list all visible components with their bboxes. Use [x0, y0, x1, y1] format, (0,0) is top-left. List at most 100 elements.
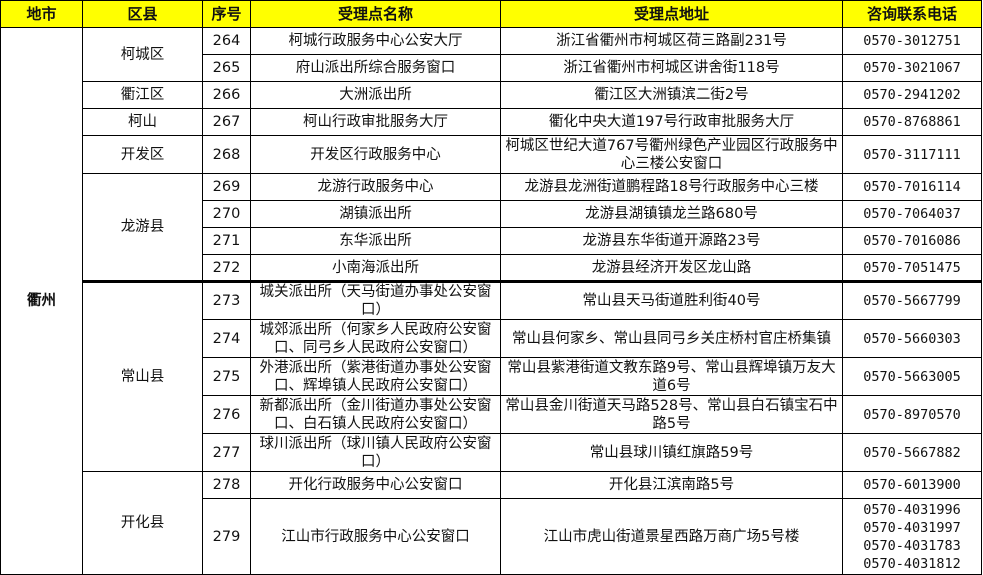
header-address: 受理点地址	[500, 0, 843, 28]
service-point-name: 小南海派出所	[250, 254, 501, 282]
service-point-name: 江山市行政服务中心公安窗口	[250, 498, 501, 575]
phone-cell: 0570-8768861	[842, 108, 982, 136]
district-cell: 龙游县	[82, 173, 203, 282]
phone-cell: 0570-3012751	[842, 27, 982, 55]
phone-cell: 0570-4031996 0570-4031997 0570-4031783 0570…	[842, 498, 982, 575]
phone-cell: 0570-6013900	[842, 471, 982, 499]
service-point-address: 常山县天马街道胜利街40号	[500, 280, 843, 320]
row-number: 266	[202, 81, 251, 109]
service-point-name: 城关派出所（天马街道办事处公安窗口）	[250, 280, 501, 320]
table-row: 275 外港派出所（紫港街道办事处公安窗口、辉埠镇人民政府公安窗口） 常山县紫港街道…	[1, 357, 982, 396]
district-cell: 柯城区	[82, 27, 203, 82]
phone-number: 0570-8970570	[863, 406, 961, 423]
header-name: 受理点名称	[250, 0, 501, 28]
service-point-name: 开发区行政服务中心	[250, 135, 501, 174]
phone-cell: 0570-8970570	[842, 395, 982, 434]
service-point-address: 常山县球川镇红旗路59号	[500, 433, 843, 472]
table-row: 开发区 268 开发区行政服务中心 柯城区世纪大道767号衢州绿色产业园区行政服务中心…	[1, 135, 982, 174]
phone-number: 0570-4031997	[863, 519, 961, 536]
service-point-name: 城郊派出所（何家乡人民政府公安窗口、同弓乡人民政府公安窗口）	[250, 319, 501, 358]
header-phone: 咨询联系电话	[842, 0, 982, 28]
district-cell: 开发区	[82, 135, 203, 174]
table-row: 272 小南海派出所 龙游县经济开发区龙山路 0570-7051475	[1, 254, 982, 282]
phone-cell: 0570-7016086	[842, 227, 982, 255]
phone-number: 0570-6013900	[863, 477, 961, 493]
phone-number: 0570-5667799	[863, 293, 961, 309]
header-row: 地市 区县 序号 受理点名称 受理点地址 咨询联系电话	[0, 0, 982, 28]
phone-number: 0570-4031783	[863, 537, 961, 554]
service-point-address: 龙游县龙洲街道鹏程路18号行政服务中心三楼	[500, 173, 843, 201]
phone-number: 0570-2941202	[863, 87, 961, 103]
district-cell: 开化县	[82, 471, 203, 575]
service-point-name: 外港派出所（紫港街道办事处公安窗口、辉埠镇人民政府公安窗口）	[250, 357, 501, 396]
phone-cell: 0570-7064037	[842, 200, 982, 228]
table-row: 265 府山派出所综合服务窗口 浙江省衢州市柯城区讲舍街118号 0570-30210…	[1, 54, 982, 82]
header-district: 区县	[82, 0, 203, 28]
city-cell: 衢州	[0, 27, 83, 575]
table-row: 衢州 柯城区 264 柯城行政服务中心公安大厅 浙江省衢州市柯城区荷三路副231号 057…	[0, 27, 982, 575]
phone-number: 0570-3021067	[863, 60, 961, 76]
row-number: 275	[202, 357, 251, 396]
service-point-address: 开化县江滨南路5号	[500, 471, 843, 499]
service-point-name: 湖镇派出所	[250, 200, 501, 228]
row-number: 277	[202, 433, 251, 472]
phone-cell: 0570-5663005	[842, 357, 982, 396]
row-number: 278	[202, 471, 251, 499]
service-point-name: 大洲派出所	[250, 81, 501, 109]
row-number: 271	[202, 227, 251, 255]
phone-number: 0570-3012751	[863, 33, 961, 49]
table-row: 270 湖镇派出所 龙游县湖镇镇龙兰路680号 0570-7064037	[1, 200, 982, 228]
phone-cell: 0570-7051475	[842, 254, 982, 282]
phone-number: 0570-8768861	[863, 114, 961, 130]
table-row: 龙游县 269 龙游行政服务中心 龙游县龙洲街道鹏程路18号行政服务中心三楼 0570-…	[1, 173, 982, 282]
header-no: 序号	[202, 0, 251, 28]
phone-cell: 0570-7016114	[842, 173, 982, 201]
service-point-name: 龙游行政服务中心	[250, 173, 501, 201]
phone-number: 0570-7016114	[863, 179, 961, 195]
service-point-name: 柯城行政服务中心公安大厅	[250, 27, 501, 55]
row-number: 272	[202, 254, 251, 282]
service-point-address: 常山县何家乡、常山县同弓乡关庄桥村官庄桥集镇	[500, 319, 843, 358]
service-point-address: 柯城区世纪大道767号衢州绿色产业园区行政服务中心三楼公安窗口	[500, 135, 843, 174]
service-point-name: 开化行政服务中心公安窗口	[250, 471, 501, 499]
phone-number: 0570-7064037	[863, 206, 961, 222]
service-point-name: 柯山行政审批服务大厅	[250, 108, 501, 136]
phone-number: 0570-7051475	[863, 259, 961, 276]
table-row: 277 球川派出所（球川镇人民政府公安窗口） 常山县球川镇红旗路59号 0570-56…	[1, 433, 982, 472]
table-row: 常山县 273 城关派出所（天马街道办事处公安窗口） 常山县天马街道胜利街40号 057…	[1, 280, 982, 472]
district-cell: 衢江区	[82, 81, 203, 109]
phone-number: 0570-4031812	[863, 555, 961, 572]
service-point-name: 新都派出所（金川街道办事处公安窗口、白石镇人民政府公安窗口）	[250, 395, 501, 434]
table-row: 开化县 278 开化行政服务中心公安窗口 开化县江滨南路5号 0570-6013900	[1, 471, 982, 575]
service-point-name: 府山派出所综合服务窗口	[250, 54, 501, 82]
table-row: 274 城郊派出所（何家乡人民政府公安窗口、同弓乡人民政府公安窗口） 常山县何家乡、…	[1, 319, 982, 358]
row-number: 270	[202, 200, 251, 228]
phone-number: 0570-4031996	[863, 501, 961, 518]
table-row: 279 江山市行政服务中心公安窗口 江山市虎山街道景星西路万商广场5号楼 0570-4…	[1, 498, 982, 575]
phone-cell: 0570-5667799	[842, 280, 982, 320]
table-row: 276 新都派出所（金川街道办事处公安窗口、白石镇人民政府公安窗口） 常山县金川街道…	[1, 395, 982, 434]
row-number: 264	[202, 27, 251, 55]
phone-number: 0570-3117111	[863, 146, 961, 163]
phone-number: 0570-5663005	[863, 368, 961, 385]
service-point-address: 衢化中央大道197号行政审批服务大厅	[500, 108, 843, 136]
row-number: 276	[202, 395, 251, 434]
table-row: 柯山 267 柯山行政审批服务大厅 衢化中央大道197号行政审批服务大厅 0570-87…	[1, 108, 982, 136]
header-city: 地市	[0, 0, 83, 28]
service-point-name: 球川派出所（球川镇人民政府公安窗口）	[250, 433, 501, 472]
row-number: 273	[202, 280, 251, 320]
service-point-address: 龙游县湖镇镇龙兰路680号	[500, 200, 843, 228]
service-point-address: 常山县紫港街道文教东路9号、常山县辉埠镇万友大道6号	[500, 357, 843, 396]
phone-cell: 0570-5660303	[842, 319, 982, 358]
service-point-address: 浙江省衢州市柯城区讲舍街118号	[500, 54, 843, 82]
phone-cell: 0570-5667882	[842, 433, 982, 472]
district-cell: 常山县	[82, 280, 203, 472]
row-number: 269	[202, 173, 251, 201]
row-number: 267	[202, 108, 251, 136]
table-row: 衢江区 266 大洲派出所 衢江区大洲镇滨二街2号 0570-2941202	[1, 81, 982, 109]
phone-number: 0570-7016086	[863, 233, 961, 249]
phone-cell: 0570-3021067	[842, 54, 982, 82]
row-number: 274	[202, 319, 251, 358]
service-point-address: 浙江省衢州市柯城区荷三路副231号	[500, 27, 843, 55]
